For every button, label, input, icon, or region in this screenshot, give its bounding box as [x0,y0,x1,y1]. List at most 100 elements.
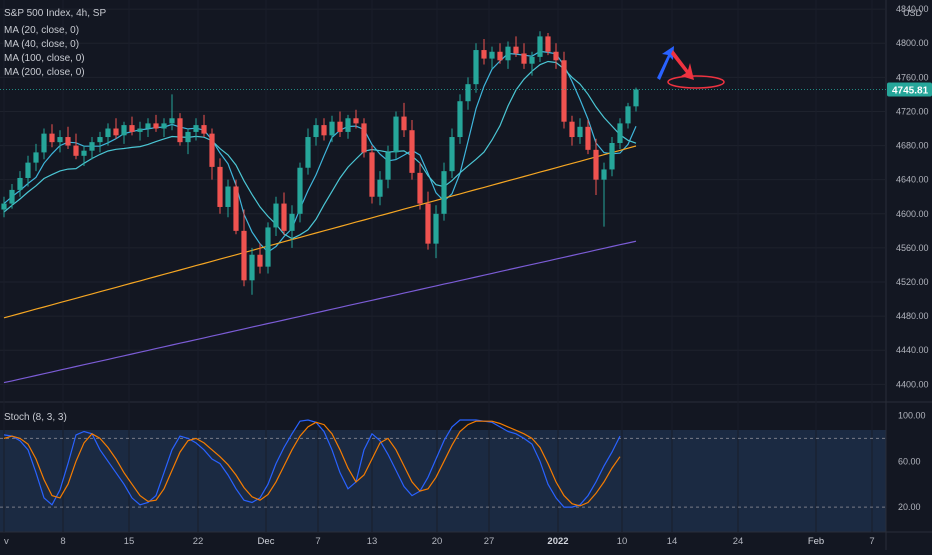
candle [233,179,239,235]
legend[interactable]: S&P 500 Index, 4h, SP MA (20, close, 0) … [4,8,106,423]
candle [57,130,63,153]
candle-body [313,125,319,138]
candle [401,102,407,138]
candle-body [57,137,63,143]
ma100-line [3,145,637,319]
candle-body [369,152,375,197]
candle-body [529,56,535,64]
candle [113,118,119,139]
candle-body [305,137,311,168]
candle-body [153,123,159,129]
candle-body [49,133,55,143]
candle [201,114,207,138]
moving-averages [3,50,637,384]
ma200-legend[interactable]: MA (200, close, 0) [4,67,85,78]
candle [433,205,439,259]
ma20-legend[interactable]: MA (20, close, 0) [4,25,79,36]
candle-body [137,128,143,132]
time-tick-label: 27 [484,536,495,547]
candle-body [281,203,287,231]
candle-body [257,254,263,267]
candle [137,121,143,141]
candle [505,41,511,69]
candle [417,162,423,210]
candle-body [609,143,615,170]
arrow-down-icon[interactable] [671,50,694,80]
candle [169,94,175,131]
last-price-value: 4745.81 [892,85,929,96]
candle-body [377,179,383,197]
ma100-legend[interactable]: MA (100, close, 0) [4,53,85,64]
candle-body [241,230,247,281]
candle [337,111,343,138]
candle [545,32,551,56]
candles[interactable] [1,31,639,295]
candle [585,119,591,155]
candle [161,118,167,138]
candle-body [289,213,295,231]
candle-body [209,133,215,167]
candle-body [337,121,343,132]
candle-body [33,152,39,163]
candle-body [105,128,111,138]
candle-body [361,123,367,153]
candle-body [217,166,223,207]
candle-body [297,167,303,214]
price-tick-label: 4400.00 [896,379,929,389]
candle-body [553,51,559,61]
candle [473,43,479,93]
candle [81,145,87,167]
candle-body [185,131,191,143]
candle-body [465,84,471,102]
candle [521,43,527,69]
candle-body [425,203,431,244]
candle-body [169,118,175,124]
candle [145,118,151,138]
candle [177,113,183,146]
candle [209,128,215,180]
candle [497,43,503,64]
candle [217,158,223,214]
last-price-tag-bg [887,82,932,97]
candle-body [393,116,399,153]
time-tick-label: 2022 [547,536,568,547]
stoch-tick-label: 100.00 [898,410,926,420]
candle [385,145,391,189]
candle [65,126,71,149]
candle [577,118,583,144]
candle-body [633,89,639,107]
stochastic-pane[interactable] [0,419,886,508]
symbol-title[interactable]: S&P 500 Index, 4h, SP [4,8,106,19]
ma40-legend[interactable]: MA (40, close, 0) [4,39,79,50]
candle [33,143,39,172]
candle [537,31,543,62]
candle [225,179,231,218]
candle-body [449,137,455,172]
price-axis[interactable]: 4840.00 4800.00 4760.00 4720.00 4680.00 4640.… [896,4,929,389]
stoch-d-line [3,420,621,507]
candle-body [409,130,415,173]
candle [361,118,367,158]
candle [449,128,455,178]
target-ellipse[interactable] [667,75,725,89]
time-tick-label: 22 [193,536,204,547]
currency-label: USD [903,8,923,18]
candle-body [145,123,151,129]
candle-body [593,149,599,180]
candle-body [121,125,127,136]
annotation-drawings[interactable] [657,46,725,89]
stoch-legend[interactable]: Stoch (8, 3, 3) [4,412,67,423]
time-axis[interactable]: v 8 15 22 Dec 7 13 20 27 2022 10 14 24 Feb 7 [4,536,875,547]
candle-body [401,116,407,131]
candle [345,114,351,139]
candle [41,128,47,160]
time-tick-label: 7 [869,536,874,547]
candle [569,115,575,146]
candle-body [89,142,95,151]
candle [625,102,631,129]
candle [73,133,79,160]
candle [49,124,55,148]
arrow-up-icon[interactable] [657,46,674,80]
candle-body [625,106,631,124]
